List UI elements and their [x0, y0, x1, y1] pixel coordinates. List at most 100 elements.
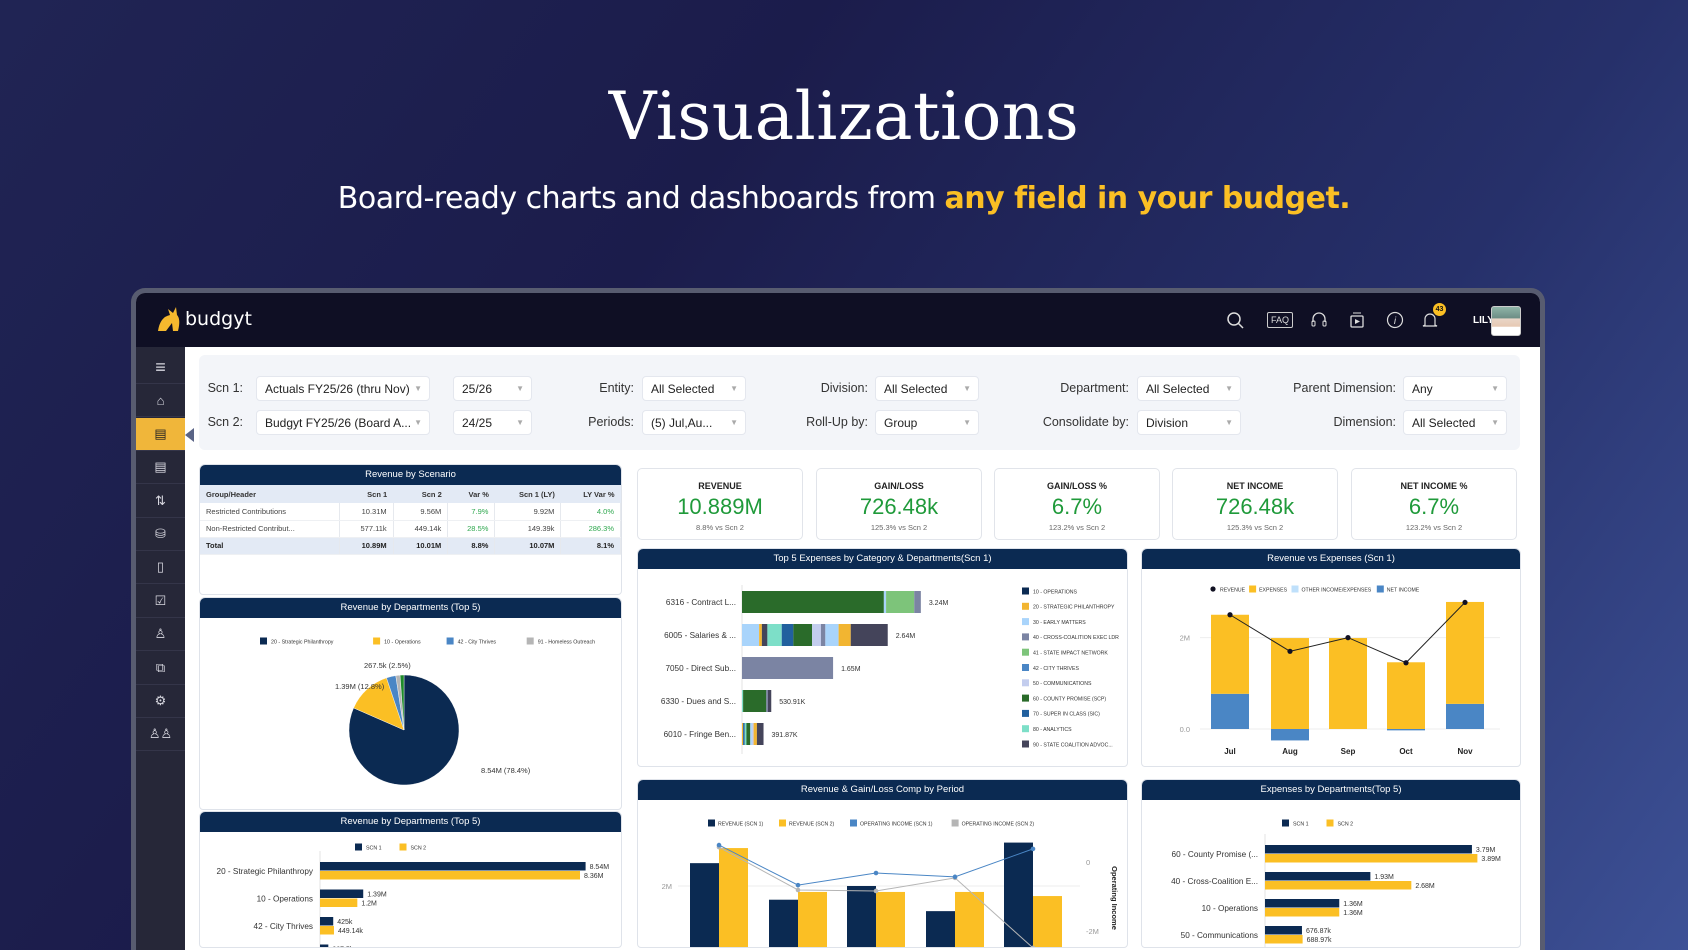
bar-value-label: 2.68M [1415, 883, 1435, 890]
notification-badge: 43 [1433, 303, 1446, 316]
parent-dimension-select[interactable]: Any ▼ [1403, 376, 1507, 401]
budgyt-logo[interactable]: budgyt [156, 305, 252, 333]
headset-icon[interactable] [1308, 309, 1330, 331]
column-header: Scn 1 (LY) [494, 485, 561, 503]
legend-marker [1210, 586, 1216, 592]
avatar[interactable] [1491, 306, 1521, 336]
scn1-select[interactable]: Actuals FY25/26 (thru Nov) ▼ [256, 376, 430, 401]
division-select[interactable]: All Selected ▼ [875, 376, 979, 401]
users-icon: ♙♙ [148, 726, 173, 742]
chevron-down-icon: ▼ [963, 384, 971, 393]
legend-swatch [446, 637, 454, 645]
category-label: 7050 - Direct Sub... [665, 664, 736, 673]
legend-swatch [399, 843, 407, 851]
legend-label: SCN 2 [411, 846, 427, 852]
sidebar-item-coins[interactable]: ⛁ [136, 518, 185, 551]
search-icon[interactable] [1224, 309, 1246, 331]
legend-label: 70 - SUPER IN CLASS (SIC) [1033, 712, 1100, 718]
expenses-by-departments-panel: Expenses by Departments(Top 5) SCN 1 SCN … [1141, 779, 1521, 948]
bar-segment [742, 624, 760, 646]
sidebar-item-home[interactable]: ⌂ [136, 384, 185, 418]
sidebar-item-file[interactable]: ▯ [136, 551, 185, 585]
legend-swatch [1022, 709, 1029, 717]
sidebar-item-settings[interactable]: ⚙ [136, 685, 185, 718]
periods-select[interactable]: (5) Jul,Au... ▼ [642, 410, 746, 435]
bar-segment [914, 591, 921, 613]
home-icon: ⌂ [156, 392, 165, 408]
op_income_scn2-point [795, 887, 801, 893]
department-select[interactable]: All Selected ▼ [1137, 376, 1241, 401]
sidebar-item-copy-play[interactable]: ⧉ [136, 652, 185, 685]
legend-label: 90 - STATE COALITION ADVOC... [1033, 742, 1113, 748]
table-row: Non-Restricted Contribut... 577.11k 449.14… [200, 520, 621, 538]
bell-icon[interactable] [1419, 309, 1441, 331]
legend-label: REVENUE (SCN 1) [718, 821, 764, 827]
user-name[interactable]: LILY [1473, 315, 1494, 326]
bar-segment [756, 723, 764, 745]
revenue-scn1-bar [690, 863, 719, 947]
kpi-comparison: 125.3% vs Scn 2 [1226, 523, 1284, 532]
sidebar-item-menu[interactable]: ≡ [136, 351, 185, 384]
legend-item: 10 - Operations [373, 637, 421, 646]
dimension-select[interactable]: All Selected ▼ [1403, 410, 1507, 435]
legend-label: 50 - COMMUNICATIONS [1033, 681, 1092, 687]
video-icon[interactable] [1346, 309, 1368, 331]
menu-icon: ≡ [155, 356, 166, 377]
revenue-scn2-bar [955, 891, 984, 947]
sidebar-item-user[interactable]: ♙ [136, 618, 185, 652]
chevron-down-icon: ▼ [516, 418, 524, 427]
legend-item: SCN 1 [355, 843, 382, 852]
table-row: Restricted Contributions 10.31M 9.56M 7.9% 9… [200, 503, 621, 521]
scn2-select[interactable]: Budgyt FY25/26 (Board A... ▼ [256, 410, 430, 435]
sidebar-item-users[interactable]: ♙♙ [136, 718, 185, 752]
legend-swatch [1326, 819, 1334, 827]
bar [320, 917, 334, 926]
op_income_scn2-point [1030, 945, 1036, 947]
legend-label: REVENUE [1220, 587, 1246, 593]
bar [1265, 908, 1340, 917]
revenue-scn2-bar [798, 891, 827, 947]
dimension-label: Dimension: [1333, 415, 1396, 429]
legend-swatch [708, 819, 715, 827]
revenue-vs-expenses-panel: Revenue vs Expenses (Scn 1) REVENUE EXPEN… [1141, 548, 1521, 767]
sidebar-item-transfer[interactable]: ⇅ [136, 485, 185, 518]
logo-text: budgyt [185, 308, 252, 330]
sidebar: ≡ ⌂ ▤ ▤ ⇅ ⛁ ▯ ☑ ♙ ⧉ ⚙ ♙♙ [136, 347, 194, 950]
legend-label: 91 - Homeless Outreach [538, 640, 595, 646]
revenue-scn2-bar [1033, 896, 1062, 947]
bar-total-label: 530.91K [779, 699, 805, 706]
chevron-down-icon: ▼ [1491, 418, 1499, 427]
entity-select[interactable]: All Selected ▼ [642, 376, 746, 401]
legend-label: 42 - CITY THRIVES [1033, 666, 1079, 672]
info-icon[interactable]: i [1384, 309, 1406, 331]
table-cell: Restricted Contributions [200, 503, 340, 521]
kpi-label: GAIN/LOSS [874, 481, 924, 491]
division-label: Division: [820, 381, 868, 395]
pie-slice [399, 674, 405, 731]
bar [1265, 854, 1478, 863]
sidebar-item-document[interactable]: ▤ [136, 451, 185, 485]
chevron-down-icon: ▼ [516, 384, 524, 393]
bar [1265, 926, 1302, 935]
bar-segment [886, 591, 915, 613]
scn2-label: Scn 2: [207, 415, 243, 429]
bar-value-label: 1.36M [1343, 901, 1363, 908]
bar-segment [750, 723, 752, 745]
table-cell: 8.8% [447, 537, 496, 555]
consolidate-select[interactable]: Division ▼ [1137, 410, 1241, 435]
scn1-year-select[interactable]: 25/26 ▼ [453, 376, 532, 401]
sidebar-item-checklist[interactable]: ☑ [136, 585, 185, 618]
table-cell: 577.11k [339, 520, 394, 538]
bar-segment [759, 624, 762, 646]
legend-label: NET INCOME [1387, 587, 1420, 593]
sidebar-item-visualization-report[interactable]: ▤ [136, 417, 194, 451]
kpi-card-net-income: NET INCOME 726.48k 125.3% vs Scn 2 [1172, 468, 1338, 540]
rollup-select[interactable]: Group ▼ [875, 410, 979, 435]
faq-button[interactable]: FAQ [1266, 309, 1294, 331]
bar-value-label: 3.79M [1476, 847, 1496, 854]
logo-icon [158, 307, 180, 331]
svg-text:i: i [1394, 316, 1397, 327]
y2-tick-label: -2M [1086, 927, 1099, 936]
y2-tick-label: 0 [1086, 858, 1090, 867]
scn2-year-select[interactable]: 24/25 ▼ [453, 410, 532, 435]
